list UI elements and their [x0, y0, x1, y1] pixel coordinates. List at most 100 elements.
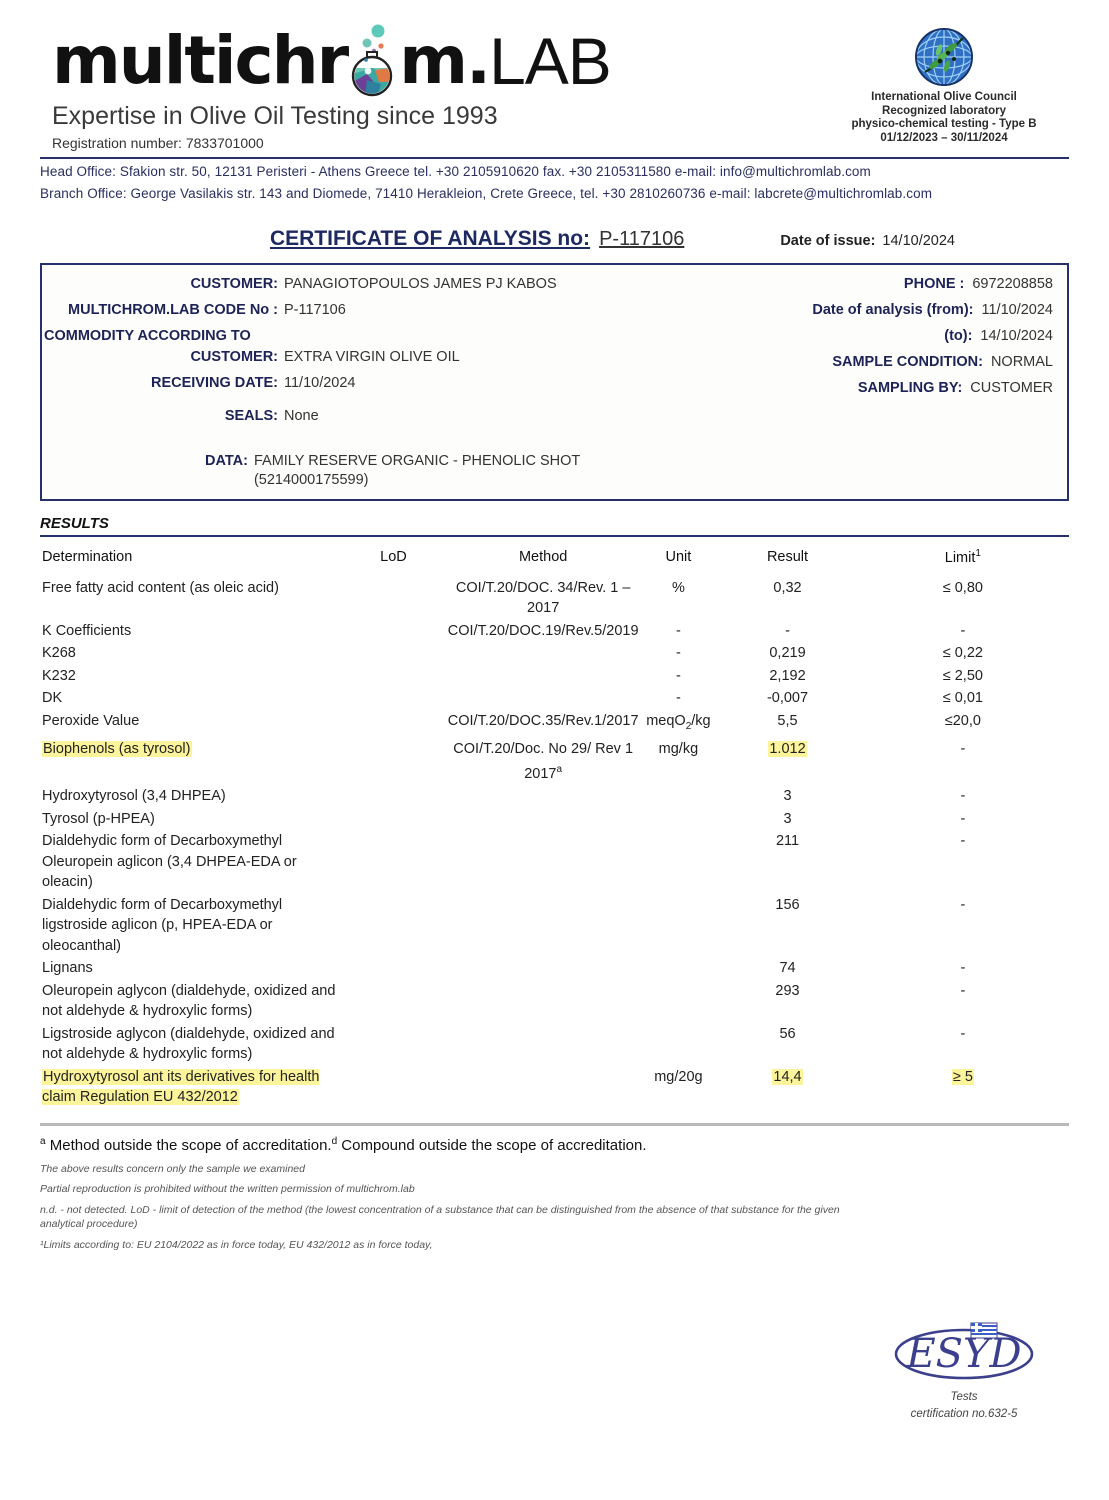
logo-text-lab: LAB [489, 24, 612, 98]
highlighted-text: Hydroxytyrosol ant its derivatives for h… [42, 1068, 320, 1106]
cell-determination: Oleuropein aglycon (dialdehyde, oxidized… [42, 982, 336, 1020]
analysis-from-value: 11/10/2024 [981, 302, 1054, 318]
cell-unit: meqO2/kg [646, 712, 711, 732]
analysis-to-value: 14/10/2024 [980, 328, 1053, 344]
table-row: K268 - 0,219 ≤ 0,22 [40, 642, 1069, 665]
footer-divider [40, 1122, 1069, 1126]
highlighted-value: 1.012 [768, 741, 807, 758]
sample-info-right: PHONE : 6972208858 Date of analysis (fro… [633, 275, 1053, 405]
footnote-a-marker: a [40, 1135, 46, 1147]
table-row: Ligstroside aglycon (dialdehyde, oxidize… [40, 1023, 1069, 1066]
cell-determination: K268 [42, 645, 76, 662]
ioc-line-3: physico-chemical testing - Type B [851, 118, 1037, 131]
cell-result: 2,192 [769, 667, 806, 684]
cell-unit [639, 980, 719, 1023]
commodity-customer-label: CUSTOMER: [190, 349, 278, 365]
cell-method [448, 687, 639, 710]
lab-code-value: P-117106 [284, 302, 346, 318]
cell-method [448, 980, 639, 1023]
cell-unit: - [675, 667, 681, 684]
cell-unit: mg/20g [654, 1068, 703, 1085]
flask-icon [347, 24, 399, 98]
cell-limit: ≤ 0,22 [942, 645, 983, 662]
cell-result: 156 [775, 896, 800, 913]
customer-label: CUSTOMER: [190, 276, 278, 292]
sampling-by-label: SAMPLING BY: [857, 380, 963, 396]
cell-result: 3 [783, 810, 792, 827]
globe-icon [913, 26, 975, 88]
cell-result: 56 [779, 1025, 796, 1042]
data-label: DATA: [205, 453, 248, 469]
cell-determination: Lignans [42, 960, 93, 977]
results-table-body: Free fatty acid content (as oleic acid) C… [40, 577, 1069, 1109]
cell-method: COI/T.20/DOC. 34/Rev. 1 – 2017 [455, 579, 631, 617]
col-method: Method [518, 548, 568, 565]
analysis-to-label: (to): [944, 328, 973, 344]
branch-office-address: Branch Office: George Vasilakis str. 143… [40, 186, 933, 201]
lab-code-label: MULTICHROM.LAB CODE No : [68, 302, 278, 318]
table-row: Hydroxytyrosol (3,4 DHPEA) 3 - [40, 785, 1069, 808]
cell-determination: K232 [42, 667, 76, 684]
results-top-rule [40, 535, 1069, 537]
issue-date: Date of issue: 14/10/2024 [780, 233, 955, 249]
cell-lod [339, 687, 448, 710]
data-value: FAMILY RESERVE ORGANIC - PHENOLIC SHOT (… [253, 453, 581, 488]
table-row: Peroxide Value COI/T.20/DOC.35/Rev.1/2017… [40, 710, 1069, 738]
info-row-sampling-by: SAMPLING BY: CUSTOMER [633, 379, 1053, 398]
cell-limit: - [960, 810, 966, 827]
cell-method [448, 830, 639, 894]
cell-lod [339, 738, 448, 785]
logo-text-primary: multichr [52, 22, 349, 99]
table-row: Tyrosol (p-HPEA) 3 - [40, 808, 1069, 831]
registration-number: Registration number: 7833701000 [52, 135, 264, 151]
customer-value: PANAGIOTOPOULOS JAMES PJ KABOS [284, 276, 557, 292]
results-table-head: Determination LoD Method Unit Result Lim… [40, 537, 1069, 577]
fine-print-2: Partial reproduction is prohibited witho… [40, 1183, 415, 1196]
table-row: Free fatty acid content (as oleic acid) C… [40, 577, 1069, 620]
svg-text:ESYD: ESYD [905, 1331, 1021, 1377]
commodity-value: EXTRA VIRGIN OLIVE OIL [284, 349, 460, 365]
esyd-logo-icon: ESYD [869, 1321, 1059, 1388]
brand-block: multichr [40, 22, 612, 151]
info-row-data: DATA: FAMILY RESERVE ORGANIC - PHENOLIC … [42, 452, 642, 490]
cell-limit: ≥ 5 [857, 1066, 1069, 1109]
cell-determination: Biophenols (as tyrosol) [40, 738, 339, 785]
cell-determination: Free fatty acid content (as oleic acid) [42, 579, 279, 596]
table-row: Hydroxytyrosol ant its derivatives for h… [40, 1066, 1069, 1109]
cell-lod [339, 1066, 448, 1109]
cell-method [448, 1066, 639, 1109]
info-row-code: MULTICHROM.LAB CODE No : P-117106 [42, 301, 642, 320]
cell-unit [639, 894, 719, 958]
info-row-seals: SEALS: None [42, 407, 642, 426]
cell-determination: Dialdehydic form of Decarboxymethyl Oleu… [42, 833, 297, 891]
cell-unit [639, 785, 719, 808]
cell-unit [639, 957, 719, 980]
cell-method [448, 957, 639, 980]
highlighted-text: Biophenols (as tyrosol) [42, 741, 192, 758]
receiving-date-label: RECEIVING DATE: [150, 375, 278, 391]
cell-lod [339, 808, 448, 831]
cell-lod [339, 894, 448, 958]
cell-lod [339, 620, 448, 643]
cell-unit: - [675, 690, 681, 707]
cell-lod [339, 957, 448, 980]
info-row-commodity-header: COMMODITY ACCORDING TO [42, 327, 642, 346]
info-row-customer: CUSTOMER: PANAGIOTOPOULOS JAMES PJ KABOS [42, 275, 642, 294]
head-office-address: Head Office: Sfakion str. 50, 12131 Peri… [40, 164, 871, 179]
info-row-receiving-date: RECEIVING DATE: 11/10/2024 [42, 374, 642, 393]
cell-method [448, 785, 639, 808]
cell-result: 14,4 [718, 1066, 856, 1109]
cell-limit: - [960, 960, 966, 977]
cell-method [448, 808, 639, 831]
receiving-date-value: 11/10/2024 [284, 375, 356, 391]
info-row-commodity: CUSTOMER: EXTRA VIRGIN OLIVE OIL [42, 348, 642, 367]
issue-date-value: 14/10/2024 [882, 233, 955, 249]
cell-result: 3 [783, 788, 792, 805]
highlighted-value: 14,4 [772, 1068, 803, 1085]
info-row-phone: PHONE : 6972208858 [633, 275, 1053, 294]
cell-determination: DK [42, 690, 63, 707]
sample-info-box: CUSTOMER: PANAGIOTOPOULOS JAMES PJ KABOS… [40, 263, 1069, 501]
commodity-label: COMMODITY ACCORDING TO [44, 328, 251, 344]
table-row: Biophenols (as tyrosol) COI/T.20/Doc. No … [40, 738, 1069, 785]
header-divider [40, 157, 1069, 159]
